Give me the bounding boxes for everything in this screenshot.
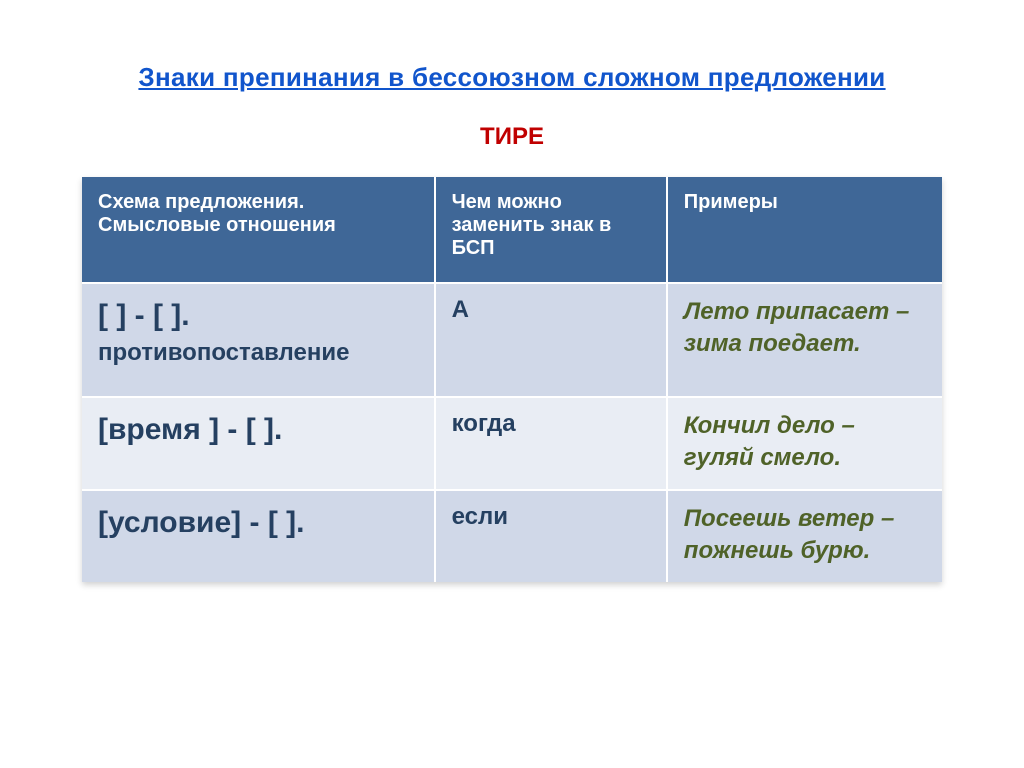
- example-text: Кончил дело – гуляй смело.: [668, 398, 942, 489]
- page: Знаки препинания в бессоюзном сложном пр…: [0, 0, 1024, 768]
- header-replace: Чем можно заменить знак в БСП: [435, 177, 667, 283]
- header-schema: Схема предложения. Смысловые отношения: [82, 177, 435, 283]
- header-schema-line1: Схема предложения.: [98, 191, 418, 214]
- replace-text: если: [436, 491, 666, 561]
- table-row: [условие] - [ ]. если Посеешь ветер – по…: [82, 490, 942, 582]
- replace-text: А: [436, 284, 666, 396]
- subtitle-dash: ТИРЕ: [82, 123, 942, 151]
- table-row: [время ] - [ ]. когда Кончил дело – гуля…: [82, 397, 942, 490]
- header-schema-line2: Смысловые отношения: [98, 214, 418, 237]
- replace-text: когда: [436, 398, 666, 468]
- header-replace-line3: БСП: [452, 237, 650, 260]
- header-example-text: Примеры: [684, 191, 926, 214]
- cell-example: Кончил дело – гуляй смело.: [667, 397, 942, 490]
- header-replace-line2: заменить знак в: [452, 214, 650, 237]
- page-title: Знаки препинания в бессоюзном сложном пр…: [82, 62, 942, 93]
- cell-example: Лето припасает – зима поедает.: [667, 283, 942, 397]
- example-text: Лето припасает – зима поедает.: [668, 284, 942, 396]
- cell-replace: когда: [435, 397, 667, 490]
- cell-replace: А: [435, 283, 667, 397]
- example-text: Посеешь ветер – пожнешь бурю.: [668, 491, 942, 582]
- schema-main: [время ] - [ ].: [98, 410, 418, 451]
- cell-replace: если: [435, 490, 667, 582]
- schema-block: [ ] - [ ]. противопоставление: [82, 284, 434, 396]
- cell-schema: [ ] - [ ]. противопоставление: [82, 283, 435, 397]
- schema-main: [условие] - [ ].: [98, 503, 418, 544]
- schema-main: [ ] - [ ].: [98, 296, 418, 337]
- header-example: Примеры: [667, 177, 942, 283]
- rules-table: Схема предложения. Смысловые отношения Ч…: [82, 177, 942, 582]
- header-replace-line1: Чем можно: [452, 191, 650, 214]
- cell-schema: [условие] - [ ].: [82, 490, 435, 582]
- table-header: Схема предложения. Смысловые отношения Ч…: [82, 177, 942, 283]
- cell-schema: [время ] - [ ].: [82, 397, 435, 490]
- schema-block: [условие] - [ ].: [82, 491, 434, 561]
- table-row: [ ] - [ ]. противопоставление А Лето при…: [82, 283, 942, 397]
- schema-sub: противопоставление: [98, 337, 418, 369]
- cell-example: Посеешь ветер – пожнешь бурю.: [667, 490, 942, 582]
- schema-block: [время ] - [ ].: [82, 398, 434, 468]
